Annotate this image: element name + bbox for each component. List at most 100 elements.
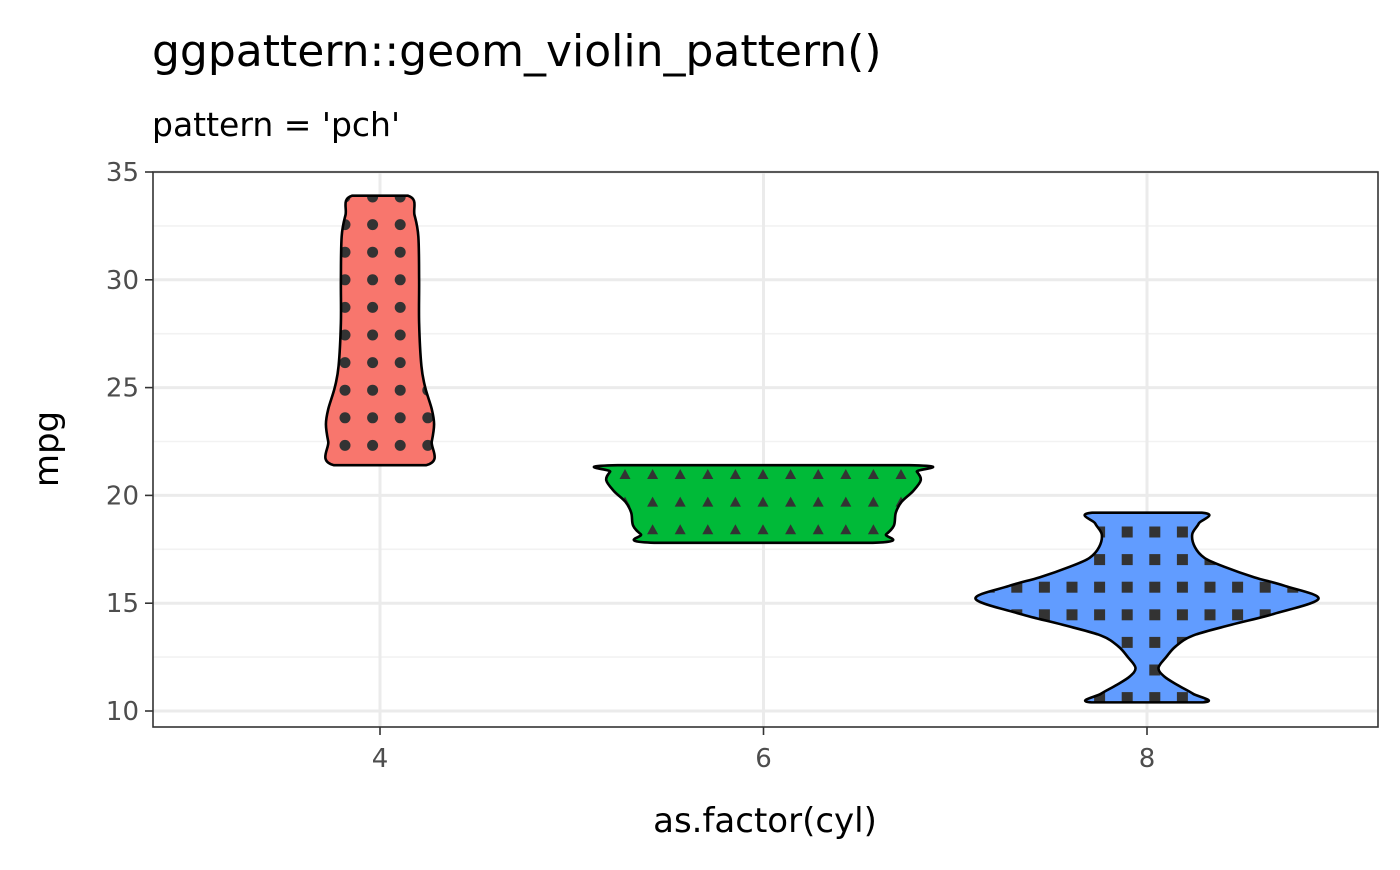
pch-square — [1038, 609, 1050, 621]
pch-circle — [367, 219, 379, 231]
pch-triangle — [757, 469, 769, 479]
pch-circle — [339, 384, 351, 396]
pch-triangle — [674, 496, 686, 507]
pch-circle — [367, 357, 379, 369]
pch-circle — [367, 301, 379, 313]
pch-circle — [339, 274, 351, 286]
pch-circle — [394, 246, 406, 258]
pch-triangle — [867, 524, 879, 535]
pch-circle — [367, 329, 379, 341]
pch-square — [1149, 692, 1161, 703]
pch-square — [1121, 526, 1133, 538]
pch-square — [1066, 609, 1078, 621]
pch-square — [1094, 554, 1106, 566]
violin-outline — [974, 511, 1320, 704]
violin-outline — [324, 194, 436, 467]
pch-triangle — [757, 496, 769, 507]
x-axis-title: as.factor(cyl) — [653, 801, 877, 841]
chart-subtitle: pattern = 'pch' — [152, 105, 400, 144]
pch-circle — [394, 219, 406, 231]
pch-square — [1149, 636, 1161, 648]
y-axis-title: mpg — [27, 411, 67, 487]
pch-square — [1121, 692, 1133, 703]
pch-triangle — [729, 496, 741, 507]
y-tick-label: 20 — [106, 481, 139, 511]
pch-triangle — [702, 496, 714, 507]
pch-circle — [367, 439, 379, 451]
pch-square — [1149, 664, 1161, 676]
x-tick-label: 4 — [372, 744, 389, 774]
pch-square — [1204, 581, 1216, 593]
pch-square — [1259, 581, 1271, 593]
pch-triangle — [785, 469, 797, 479]
pch-square — [1094, 609, 1106, 621]
pch-triangle — [785, 524, 797, 535]
pch-triangle — [867, 496, 879, 507]
pch-triangle — [647, 469, 659, 479]
pch-triangle — [840, 469, 852, 479]
axes: 10 15 20 25 30 35 4 6 8 — [106, 158, 1155, 774]
pch-square — [1011, 581, 1023, 593]
pch-triangle — [619, 469, 631, 479]
pch-circle — [394, 439, 406, 451]
pch-square — [1121, 636, 1133, 648]
pch-square — [1094, 581, 1106, 593]
pch-triangle — [729, 469, 741, 479]
x-tick-label: 6 — [755, 744, 772, 774]
pch-square — [1121, 609, 1133, 621]
pch-triangle — [867, 469, 879, 479]
pch-square — [1149, 609, 1161, 621]
pch-circle — [367, 246, 379, 258]
pch-triangle — [757, 524, 769, 535]
pch-triangle — [647, 524, 659, 535]
pch-circle — [339, 357, 351, 369]
pch-square — [1121, 554, 1133, 566]
pch-square — [1038, 581, 1050, 593]
pch-circle — [339, 439, 351, 451]
pch-circle — [394, 274, 406, 286]
pch-triangle — [647, 496, 659, 507]
pch-triangle — [812, 469, 824, 479]
pch-square — [1232, 581, 1244, 593]
pch-circle — [394, 384, 406, 396]
pch-triangle — [840, 496, 852, 507]
chart-title: ggpattern::geom_violin_pattern() — [152, 26, 881, 77]
pch-triangle — [674, 524, 686, 535]
violin-4 — [324, 194, 436, 467]
pch-triangle — [840, 524, 852, 535]
violin-outline — [592, 463, 935, 545]
pch-square — [1176, 609, 1188, 621]
pch-triangle — [812, 524, 824, 535]
violin-body — [325, 195, 435, 466]
pch-circle — [394, 357, 406, 369]
pch-triangle — [785, 496, 797, 507]
violin-body — [975, 512, 1319, 703]
pch-square — [1176, 581, 1188, 593]
pch-circle — [339, 412, 351, 424]
pch-square — [1204, 609, 1216, 621]
pch-circle — [394, 329, 406, 341]
panel-border — [152, 171, 1379, 728]
pch-triangle — [674, 469, 686, 479]
pch-square — [1149, 581, 1161, 593]
y-tick-label: 15 — [106, 589, 139, 619]
pch-square — [1094, 692, 1106, 703]
pch-square — [1232, 609, 1244, 621]
pch-square — [1149, 526, 1161, 538]
x-tick-label: 8 — [1139, 744, 1156, 774]
pch-triangle — [729, 524, 741, 535]
pch-circle — [367, 384, 379, 396]
pch-triangle — [812, 496, 824, 507]
pch-square — [1066, 581, 1078, 593]
pch-circle — [394, 301, 406, 313]
pch-square — [1176, 554, 1188, 566]
y-tick-label: 30 — [106, 266, 139, 296]
y-tick-label: 35 — [106, 158, 139, 188]
pch-square — [1149, 554, 1161, 566]
pch-square — [1121, 581, 1133, 593]
pch-square — [1176, 526, 1188, 538]
pch-circle — [394, 412, 406, 424]
y-tick-label: 25 — [106, 374, 139, 404]
pch-triangle — [702, 469, 714, 479]
